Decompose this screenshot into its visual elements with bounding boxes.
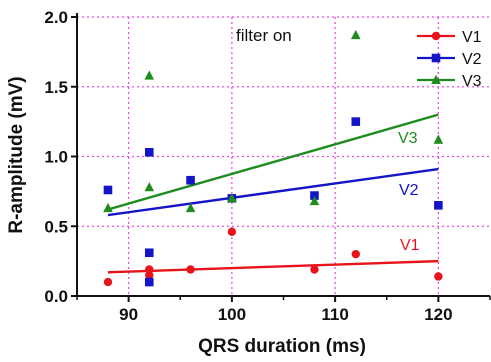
fit-lines [107, 113, 439, 274]
data-point-v1 [227, 227, 237, 237]
fit-labels: V1 V2 V3 [398, 130, 420, 254]
data-point-v3 [309, 195, 320, 206]
axes [71, 13, 491, 302]
annotation-filter-on: filter on [236, 26, 292, 45]
data-point-v1 [310, 265, 319, 274]
data-point-v1 [351, 249, 360, 259]
legend-marker-v2 [431, 53, 441, 63]
legend-label-v2: V2 [462, 51, 482, 68]
data-points [103, 29, 444, 287]
legend-label-v1: V1 [462, 29, 482, 46]
y-tick-label: 0.0 [44, 287, 68, 306]
tick-labels: 90 100 110 120 0.0 0.5 1.0 1.5 2.0 [44, 8, 452, 324]
data-point-v3 [350, 29, 361, 40]
x-tick-label: 120 [424, 305, 452, 324]
fit-line-v1 [107, 259, 439, 274]
y-tick-label: 1.0 [44, 148, 68, 167]
y-tick-label: 1.5 [44, 78, 68, 97]
data-point-v1 [103, 277, 113, 287]
data-point-v2 [186, 175, 195, 185]
data-point-v3 [227, 193, 237, 203]
y-tick-label: 0.5 [44, 217, 68, 236]
data-point-v3 [433, 134, 444, 144]
data-point-v1 [145, 265, 154, 274]
data-point-v2 [144, 277, 154, 287]
fit-label-v3: V3 [398, 130, 418, 147]
data-point-v3 [103, 202, 113, 213]
data-point-v2 [144, 248, 154, 258]
data-point-v3 [144, 70, 155, 80]
legend-marker-v3 [431, 74, 441, 84]
fit-line-v3 [107, 113, 439, 211]
data-point-v2 [351, 117, 361, 126]
y-axis-label: R-amplitude (mV) [6, 76, 27, 233]
legend-marker-v1 [431, 31, 441, 41]
legend-label-v3: V3 [462, 73, 482, 90]
x-axis-label: QRS duration (ms) [198, 336, 366, 357]
x-tick-label: 90 [119, 305, 138, 324]
data-point-v3 [185, 202, 196, 213]
data-point-v2 [144, 148, 154, 157]
data-point-v2 [310, 191, 319, 200]
legend: V1 V2 V3 [417, 29, 482, 90]
fit-label-v2: V2 [399, 182, 419, 199]
data-point-v2 [103, 185, 113, 195]
fit-line-v2 [107, 167, 439, 217]
x-tick-label: 110 [321, 305, 348, 324]
data-point-v1 [434, 272, 443, 281]
grid-lines [77, 16, 490, 296]
data-point-v1 [186, 265, 195, 274]
x-tick-label: 100 [218, 305, 246, 324]
y-tick-label: 2.0 [44, 8, 68, 27]
data-point-v3 [144, 181, 155, 192]
fit-label-v1: V1 [400, 237, 420, 254]
data-point-v2 [434, 201, 443, 210]
